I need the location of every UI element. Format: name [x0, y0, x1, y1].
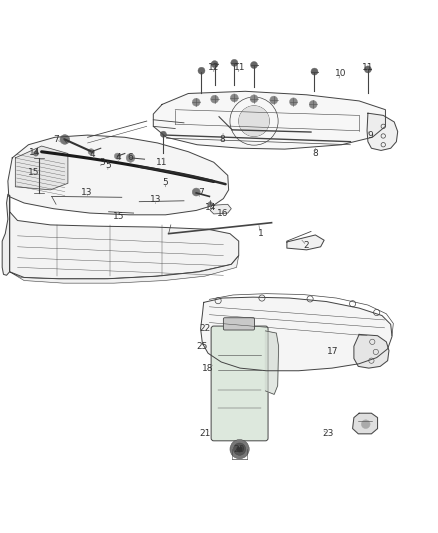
Text: 15: 15 [113, 212, 124, 221]
Polygon shape [367, 113, 398, 150]
Circle shape [239, 106, 269, 136]
Circle shape [192, 98, 200, 106]
Text: 3: 3 [99, 158, 105, 167]
Circle shape [251, 61, 258, 69]
Text: 5: 5 [106, 161, 112, 170]
Text: 12: 12 [208, 63, 219, 72]
Text: 20: 20 [233, 445, 244, 454]
Text: 16: 16 [217, 208, 228, 217]
Circle shape [33, 151, 39, 156]
Polygon shape [354, 334, 389, 368]
Text: 18: 18 [202, 364, 214, 373]
Text: 8: 8 [219, 135, 226, 144]
Circle shape [160, 131, 166, 138]
FancyBboxPatch shape [223, 318, 254, 330]
Text: 17: 17 [327, 348, 339, 357]
Polygon shape [8, 135, 229, 215]
Polygon shape [153, 91, 385, 149]
Circle shape [198, 67, 205, 74]
Circle shape [309, 101, 317, 108]
Text: 1: 1 [258, 229, 264, 238]
Text: 2: 2 [304, 241, 309, 250]
Circle shape [270, 96, 278, 104]
Circle shape [192, 188, 200, 196]
Circle shape [237, 446, 243, 452]
Text: 7: 7 [198, 189, 204, 197]
Text: 11: 11 [234, 63, 246, 72]
Polygon shape [353, 413, 378, 434]
Circle shape [211, 61, 218, 68]
Text: 4: 4 [116, 152, 121, 161]
Text: 21: 21 [199, 429, 211, 438]
Text: 23: 23 [322, 429, 333, 438]
Circle shape [250, 95, 258, 103]
Circle shape [208, 201, 212, 206]
Text: 5: 5 [162, 178, 169, 187]
Polygon shape [201, 297, 392, 371]
Circle shape [60, 135, 70, 144]
Text: 11: 11 [362, 63, 374, 72]
Polygon shape [265, 331, 279, 394]
Circle shape [311, 68, 318, 75]
Polygon shape [287, 235, 324, 250]
Circle shape [211, 95, 219, 103]
Text: 25: 25 [197, 342, 208, 351]
Circle shape [290, 98, 297, 106]
Text: 11: 11 [156, 158, 168, 167]
Text: 13: 13 [81, 189, 92, 197]
Text: 15: 15 [28, 168, 40, 177]
Circle shape [230, 440, 249, 459]
Circle shape [231, 59, 238, 66]
FancyBboxPatch shape [211, 326, 268, 441]
Text: 9: 9 [367, 132, 373, 141]
Text: 6: 6 [127, 154, 134, 163]
Circle shape [361, 420, 370, 429]
Polygon shape [210, 204, 231, 214]
Text: 8: 8 [312, 149, 318, 158]
Text: 10: 10 [335, 69, 346, 78]
Polygon shape [2, 194, 10, 275]
Polygon shape [10, 255, 239, 283]
Circle shape [126, 154, 135, 162]
Text: 14: 14 [28, 148, 40, 157]
Text: 22: 22 [199, 324, 211, 333]
Text: 13: 13 [150, 196, 161, 205]
Text: 7: 7 [53, 135, 59, 144]
Circle shape [114, 153, 120, 159]
Polygon shape [15, 146, 68, 190]
Circle shape [230, 94, 238, 102]
Circle shape [88, 149, 94, 155]
Text: 4: 4 [89, 150, 95, 159]
Circle shape [364, 66, 371, 73]
Circle shape [233, 443, 246, 455]
Polygon shape [10, 197, 239, 279]
Text: 14: 14 [205, 203, 216, 212]
